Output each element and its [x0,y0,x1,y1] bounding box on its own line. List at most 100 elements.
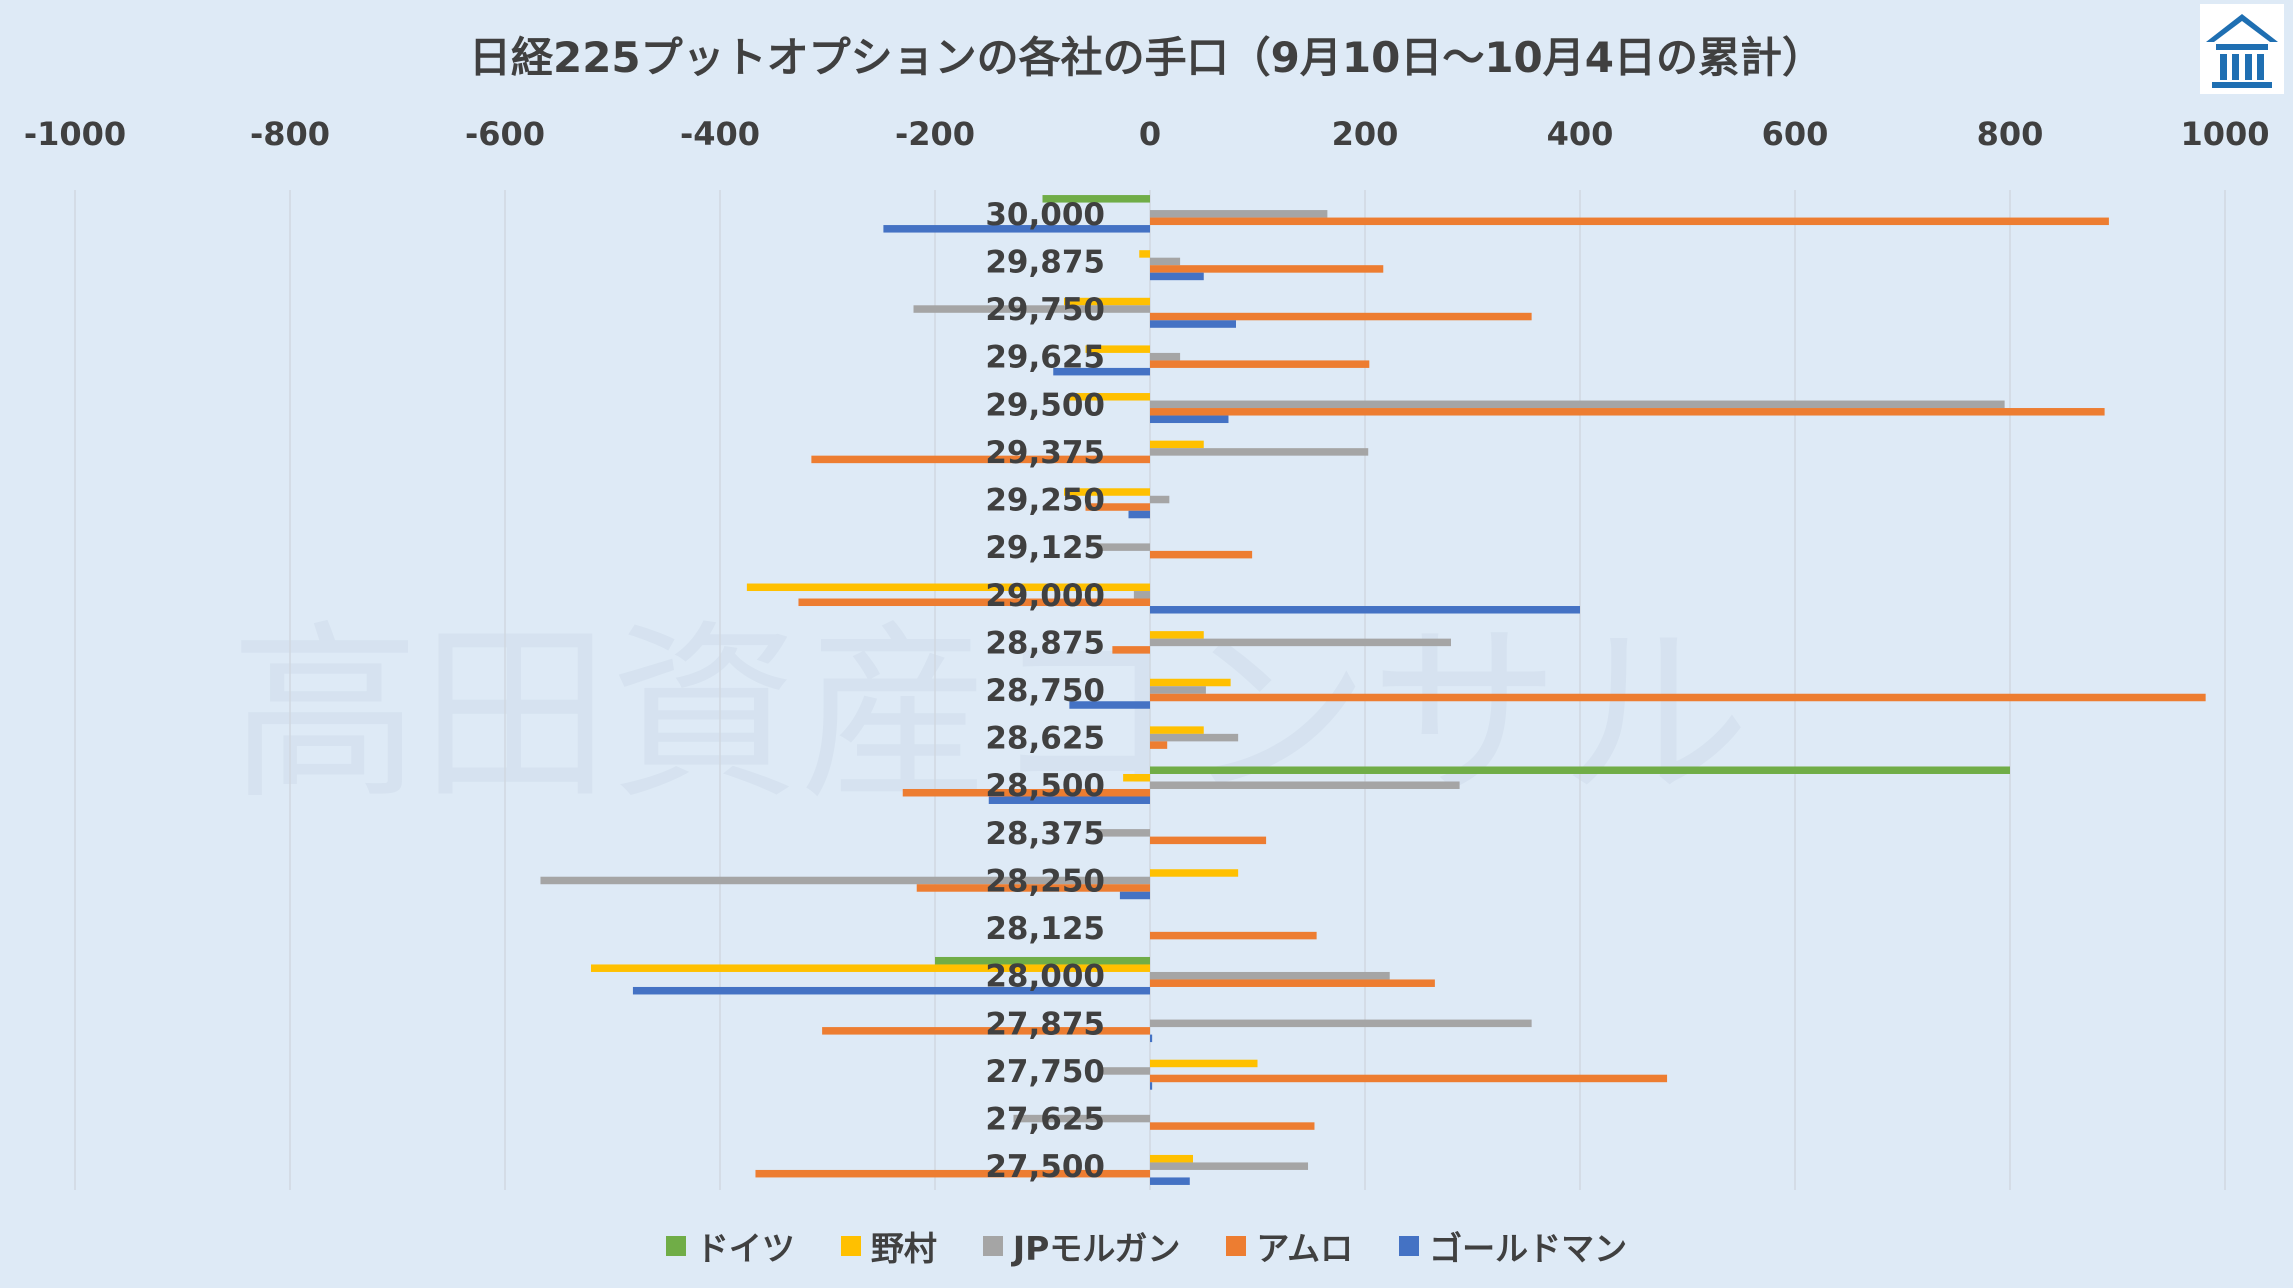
bar-3-11 [1150,686,1206,694]
x-tick-label: -200 [895,115,975,153]
bar-3-9 [1133,591,1150,599]
legend-swatch [982,1236,1003,1256]
bar-5-13 [988,796,1150,804]
bar-4-4 [1150,360,1370,368]
bar-3-19 [1101,1067,1150,1075]
bar-2-21 [1150,1154,1193,1163]
bar-4-10 [1112,646,1150,654]
category-label: 29,000 [985,578,1105,614]
legend-label: アムロ [1256,1229,1354,1268]
category-label: 30,000 [985,197,1105,233]
watermark: 高田資産コンサル [230,604,1750,825]
bar-4-19 [1150,1074,1668,1083]
bar-4-7 [1085,503,1150,511]
category-label: 27,750 [985,1054,1105,1090]
x-tick-label: 400 [1547,115,1614,153]
category-label: 28,125 [985,911,1105,947]
bar-3-15 [540,876,1150,885]
bar-2-7 [1064,488,1150,496]
house-columns-icon [2206,14,2278,88]
bar-3-5 [1150,400,2005,409]
x-tick-label: 200 [1332,115,1399,153]
bar-2-11 [1150,678,1231,687]
category-label: 28,750 [985,673,1105,709]
category-label: 29,750 [985,292,1105,328]
legend-item: ドイツ [665,1222,795,1270]
bar-5-18 [1150,1034,1153,1043]
bar-3-1 [1150,210,1328,218]
category-label: 28,250 [985,863,1105,899]
bar-4-21 [755,1169,1150,1178]
x-tick-label: 1000 [2180,115,2269,153]
bar-3-4 [1150,352,1181,361]
bar-4-8 [1150,550,1253,559]
bar-1-13 [1150,766,2010,774]
bar-4-12 [1150,741,1168,749]
bar-1-1 [1042,195,1150,203]
bar-5-21 [1150,1177,1190,1185]
category-label: 27,625 [985,1102,1105,1138]
bar-3-20 [1013,1114,1150,1123]
bar-4-13 [902,788,1150,797]
bar-4-18 [822,1027,1150,1035]
logo [2200,4,2284,94]
bar-4-5 [1150,408,2105,416]
category-label: 27,500 [985,1149,1105,1185]
bar-5-7 [1128,510,1150,519]
bar-3-21 [1150,1162,1309,1170]
bar-3-13 [1150,781,1460,789]
bar-3-10 [1150,638,1451,647]
bar-4-2 [1150,265,1384,273]
category-label: 29,375 [985,435,1105,471]
bar-4-3 [1150,312,1532,321]
bar-5-4 [1053,367,1150,376]
bar-3-2 [1150,257,1181,266]
x-tick-label: 0 [1139,115,1161,153]
chart-plot: 高田資産コンサル -1000 -800 -600 -400 -200 0 200 400 600… [24,115,2270,1190]
bar-2-2 [1139,250,1150,258]
bar-2-10 [1150,631,1204,639]
legend-item: JPモルガン [982,1222,1181,1270]
category-label: 28,000 [985,959,1105,995]
bar-2-15 [1150,869,1239,877]
legend-item: 野村 [840,1222,937,1270]
legend-label: JPモルガン [1012,1229,1181,1268]
legend-label: ゴールドマン [1429,1229,1628,1268]
legend-swatch [1226,1236,1247,1256]
category-label: 29,250 [985,483,1105,519]
bar-2-5 [1069,393,1150,401]
bar-5-15 [1119,891,1150,900]
bar-5-2 [1150,272,1204,281]
bar-4-9 [798,598,1150,607]
bar-4-16 [1150,931,1317,940]
bar-2-19 [1150,1059,1258,1068]
bar-4-11 [1150,693,2206,702]
legend-label: 野村 [870,1229,937,1268]
bar-4-20 [1150,1122,1315,1130]
bar-1-17 [935,956,1150,965]
bar-4-6 [811,455,1150,464]
bar-3-12 [1150,733,1239,742]
legend-swatch [665,1236,686,1256]
legend-label: ドイツ [695,1229,795,1268]
legend-item: アムロ [1226,1222,1353,1270]
bar-5-1 [883,225,1150,233]
category-label: 28,625 [985,721,1105,757]
bar-3-3 [913,305,1150,313]
bar-3-18 [1150,1019,1532,1028]
bar-5-3 [1150,320,1236,328]
legend-swatch [1399,1236,1420,1256]
category-label: 29,625 [985,340,1105,376]
bar-2-12 [1150,726,1204,734]
bar-3-7 [1150,495,1170,504]
bar-2-13 [1123,773,1150,782]
x-tick-label: -600 [465,115,545,153]
bar-5-5 [1150,415,1229,424]
legend-item: ゴールドマン [1399,1222,1627,1270]
legend-swatch [840,1236,861,1256]
bar-5-11 [1069,701,1150,709]
bar-5-19 [1150,1082,1153,1090]
bar-2-4 [1085,345,1150,353]
chart-title: 日経225プットオプションの各社の手口（9月10日〜10月4日の累計） [468,33,1824,82]
bar-2-6 [1150,440,1204,449]
